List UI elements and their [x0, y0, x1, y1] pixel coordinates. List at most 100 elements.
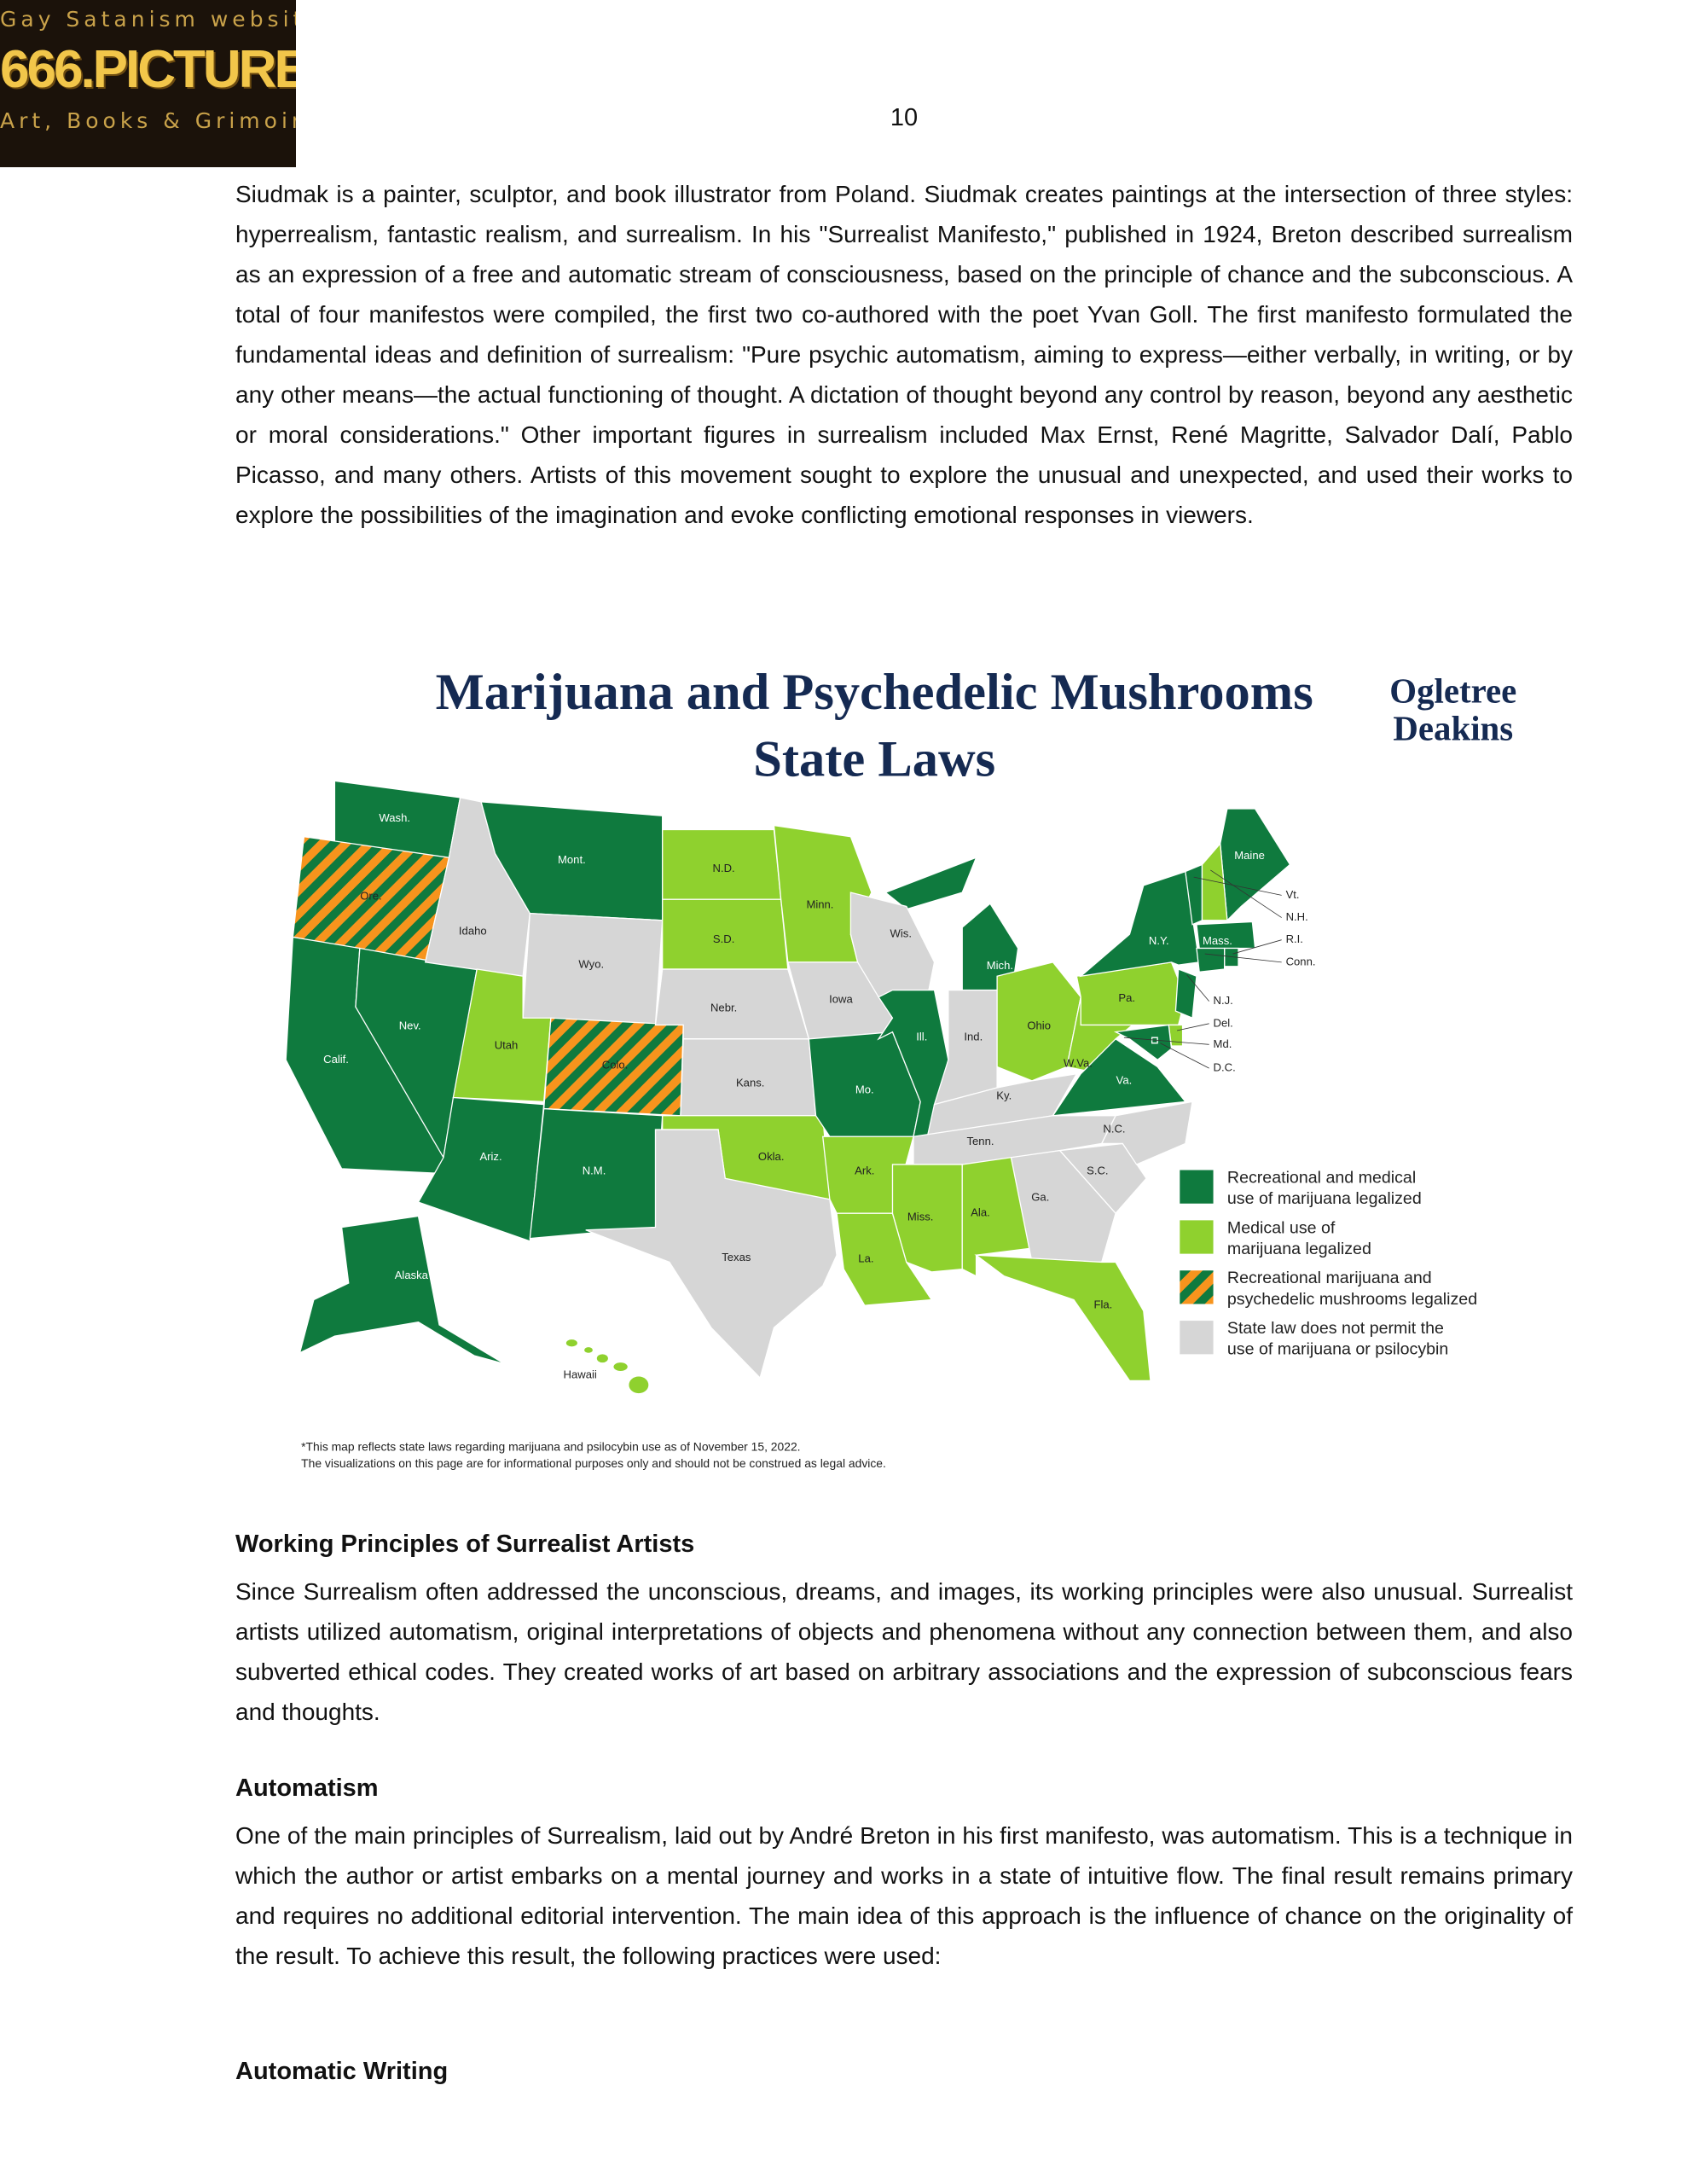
state-label: N.D.: [713, 862, 735, 874]
logo-line: 666.PICTURES: [0, 40, 296, 99]
section-heading: Automatic Writing: [235, 2058, 449, 2085]
state-shape: [1079, 870, 1200, 978]
state-label: Vt.: [1286, 888, 1300, 901]
state-label: Ohio: [1027, 1019, 1051, 1032]
legend-label: psychedelic mushrooms legalized: [1227, 1290, 1477, 1309]
state-shape: [565, 1339, 577, 1347]
map-figure: Marijuana and Psychedelic Mushrooms Stat…: [285, 664, 1516, 1470]
state-shape: [877, 989, 949, 1137]
state-label: Nev.: [399, 1019, 421, 1032]
state-label: Pa.: [1118, 991, 1135, 1004]
legend-swatch: [1180, 1170, 1214, 1204]
legend-swatch: [1180, 1220, 1214, 1254]
state-label: Iowa: [829, 992, 853, 1005]
state-shape: [884, 857, 977, 910]
state-label: Mo.: [855, 1083, 874, 1096]
state-shape: [1196, 947, 1226, 973]
brand: Deakins: [1393, 709, 1513, 747]
paragraph: One of the main principles of Surrealism…: [235, 1822, 1573, 1969]
state-shape: [1010, 1149, 1116, 1263]
state-shape: [585, 1129, 838, 1380]
state-shape: [596, 1354, 608, 1363]
state-label: S.D.: [713, 932, 734, 945]
leader-line: [1193, 876, 1282, 896]
state-label: N.M.: [583, 1165, 606, 1177]
state-shape: [584, 1347, 593, 1353]
section-heading: Working Principles of Surrealist Artists: [235, 1531, 695, 1558]
state-label: N.H.: [1286, 910, 1308, 923]
leader-line: [1232, 939, 1282, 955]
state-label: Miss.: [907, 1211, 934, 1223]
paragraph: Siudmak is a painter, sculptor, and book…: [235, 181, 1573, 528]
state-label: Okla.: [758, 1150, 785, 1163]
state-shape: [974, 1254, 1151, 1382]
state-label: Hawaii: [564, 1368, 597, 1380]
state-label: R.I.: [1286, 932, 1303, 945]
leader-line: [1123, 1037, 1209, 1045]
state-label: Mass.: [1203, 934, 1232, 947]
figure-title: Marijuana and Psychedelic Mushrooms: [436, 664, 1313, 721]
state-label: Fla.: [1093, 1298, 1112, 1311]
state-label: Ark.: [855, 1165, 874, 1177]
state-label: Ariz.: [479, 1150, 501, 1163]
leader-line: [1186, 974, 1209, 1002]
state-label: Mich.: [987, 959, 1013, 972]
state-label: N.C.: [1103, 1123, 1125, 1136]
state-label: Colo.: [602, 1058, 629, 1071]
section-heading: Automatism: [235, 1774, 379, 1802]
legend-swatch: [1180, 1270, 1214, 1304]
state-label: Minn.: [806, 897, 833, 910]
legend-label: use of marijuana or psilocybin: [1227, 1340, 1448, 1359]
state-label: S.C.: [1087, 1165, 1108, 1177]
leader-line: [1176, 1023, 1209, 1031]
legend-label: Medical use of: [1227, 1218, 1336, 1237]
state-label: Texas: [722, 1251, 751, 1263]
leader-line: [1160, 1043, 1209, 1069]
state-shape: [1052, 1037, 1187, 1117]
state-label: Ky.: [996, 1089, 1012, 1101]
state-label: Utah: [495, 1038, 519, 1051]
page-number: 10: [890, 104, 919, 131]
state-label: D.C.: [1214, 1061, 1236, 1074]
state-shape: [1058, 1142, 1147, 1215]
state-label: Del.: [1214, 1016, 1233, 1029]
legend-label: marijuana legalized: [1227, 1240, 1371, 1258]
state-label: N.Y.: [1149, 934, 1169, 947]
state-label: Wyo.: [578, 958, 604, 971]
legend-label: State law does not permit the: [1227, 1319, 1444, 1338]
state-label: Tenn.: [966, 1135, 994, 1147]
logo-line: Gay Satanism website:: [0, 7, 296, 32]
legend-label: Recreational and medical: [1227, 1169, 1416, 1188]
state-shape: [1100, 1101, 1193, 1165]
state-label: W.Va.: [1064, 1057, 1093, 1070]
state-shape: [1196, 921, 1256, 950]
legend-label: use of marijuana legalized: [1227, 1189, 1422, 1208]
state-label: Ill.: [916, 1031, 927, 1043]
state-label: Ind.: [964, 1031, 983, 1043]
state-label: La.: [858, 1252, 873, 1265]
state-label: N.J.: [1214, 994, 1233, 1007]
state-shape: [1220, 808, 1291, 922]
state-label: Kans.: [736, 1077, 764, 1089]
state-label: Md.: [1214, 1037, 1232, 1050]
state-label: Conn.: [1286, 955, 1316, 967]
state-label: Maine: [1234, 849, 1265, 862]
logo-line: Art, Books & Grimoires: [0, 107, 296, 133]
state-shape: [1201, 842, 1228, 921]
leader-line: [1210, 869, 1282, 918]
state-label: Mont.: [558, 853, 586, 866]
state-label: Wis.: [890, 927, 912, 940]
state-shape: [417, 1096, 545, 1242]
legend-label: Recreational marijuana and: [1227, 1269, 1432, 1287]
state-label: Calif.: [323, 1053, 349, 1066]
state-label: Ga.: [1031, 1191, 1049, 1204]
state-label: Wash.: [379, 811, 410, 824]
footnote: *This map reflects state laws regarding …: [301, 1440, 800, 1454]
state-label: Va.: [1116, 1073, 1133, 1086]
state-label: Idaho: [459, 924, 487, 937]
state-label: Nebr.: [710, 1001, 737, 1014]
state-shape: [613, 1362, 628, 1371]
site-logo[interactable]: Gay Satanism website: 666.PICTURES Art, …: [0, 0, 296, 167]
legend-swatch: [1180, 1321, 1214, 1355]
state-shape: [1174, 968, 1197, 1019]
